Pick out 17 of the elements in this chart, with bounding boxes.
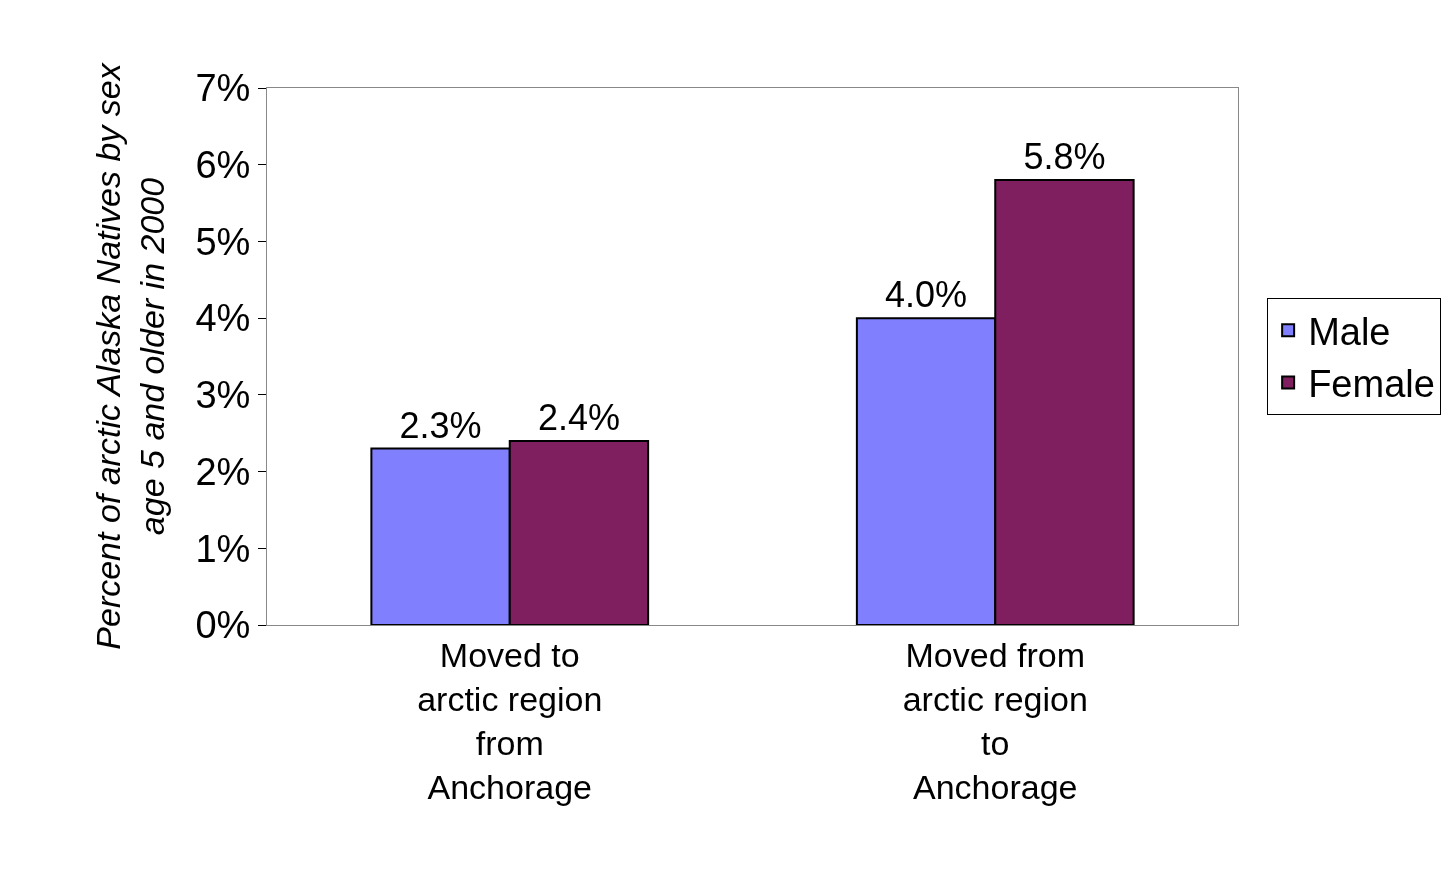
y-tick-label: 2% [195, 450, 251, 493]
y-tick-label: 5% [195, 220, 251, 263]
data-label: 4.0% [885, 274, 968, 316]
legend-label: Female [1308, 363, 1435, 406]
y-tick-label: 0% [195, 604, 251, 647]
y-tick-label: 7% [195, 67, 251, 110]
y-tick-label: 3% [195, 374, 251, 417]
data-label: 2.3% [399, 404, 482, 446]
y-tick-label: 1% [195, 527, 251, 570]
y-axis-title: Percent of arctic Alaska Natives by sex age 5 and older in 2000 [88, 62, 172, 650]
legend-label: Male [1308, 311, 1391, 354]
data-label: 2.4% [537, 396, 620, 438]
y-tick-label: 6% [195, 144, 251, 187]
y-tick-label: 4% [195, 297, 251, 340]
x-tick-label: Moved to arctic region from Anchorage [417, 635, 603, 807]
data-label: 5.8% [1023, 136, 1106, 178]
x-tick-label: Moved from arctic region to Anchorage [902, 635, 1088, 807]
